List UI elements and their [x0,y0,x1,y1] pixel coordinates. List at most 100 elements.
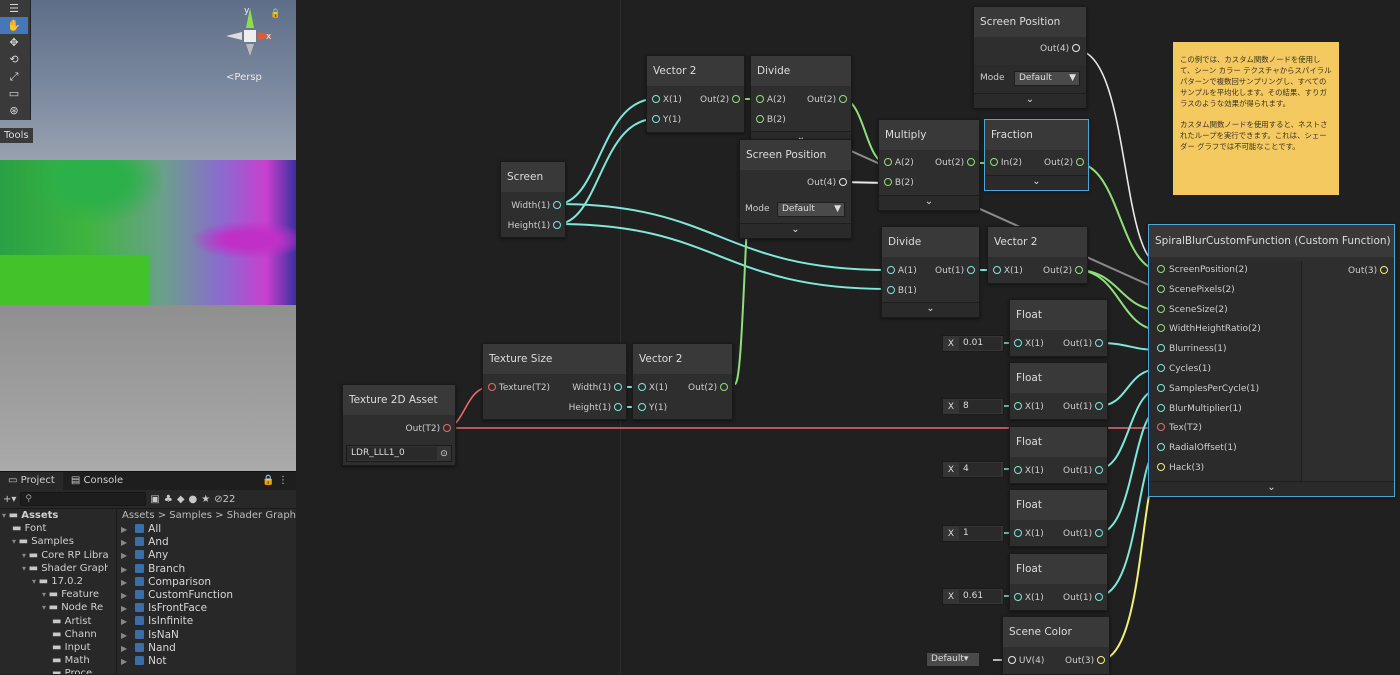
node-fraction[interactable]: Fraction In(2) Out(2) ⌄ [984,119,1089,191]
tree-item[interactable]: ▬ Math [0,654,108,667]
expand-triangle-icon[interactable]: ▾ [12,537,19,547]
port-a[interactable]: A(2) [756,95,786,105]
tab-console[interactable]: ▤ Console [70,475,124,486]
port-out[interactable]: Out(3) [1348,266,1388,276]
tree-item[interactable]: ▬ Input [0,641,108,654]
expand-triangle-icon[interactable]: ▶ [121,656,128,666]
node-multiply[interactable]: Multiply A(2) B(2) Out(2) ⌄ [878,119,980,211]
expand-triangle-icon[interactable]: ▾ [32,576,39,586]
expand-triangle-icon[interactable]: ▶ [121,538,128,548]
file-item[interactable]: ▶ Not [117,655,297,668]
port-input[interactable]: Cycles(1) [1157,364,1211,374]
port-y[interactable]: Y(1) [638,403,667,413]
scale-tool-icon[interactable]: ⤢ [9,69,19,83]
tree-item[interactable]: ▾ ▬ 17.0.2 [0,575,108,588]
search-input[interactable]: ⚲ [20,492,147,506]
port-dot-icon[interactable] [1157,383,1165,392]
file-item[interactable]: ▶ IsFrontFace [117,602,297,615]
shader-graph-canvas[interactable]: Screen Position Out(4) Mode Default ▼ ⌄ … [302,0,1400,675]
node-divide-b[interactable]: Divide A(1) B(1) Out(1) ⌄ [881,226,980,318]
transform-tool-icon[interactable]: ⊛ [9,104,19,117]
port-input[interactable]: Blurriness(1) [1157,344,1227,354]
port-dot-icon[interactable] [1072,44,1080,52]
tree-item[interactable]: ▬ Font [0,522,108,535]
rect-tool-icon[interactable]: ▭ [8,87,20,100]
port-out[interactable]: Out(1) [1063,529,1103,539]
port-dot-icon[interactable] [1157,463,1165,471]
file-item[interactable]: ▶ Branch [117,563,297,576]
tree-item[interactable]: ▾ ▬ Feature [0,588,108,601]
node-texture2d-asset[interactable]: Texture 2D Asset Out(T2) LDR_LLL1_0 ⊙ [342,384,456,466]
port-in[interactable]: In(2) [990,158,1022,168]
lock-icon[interactable]: 🔒 ⋮ [262,475,288,486]
port-dot-icon[interactable] [1157,423,1165,432]
node-float-2[interactable]: Float X(1) Out(1) [1009,362,1108,420]
port-input[interactable]: Hack(3) [1157,463,1204,473]
file-item[interactable]: ▶ Comparison [117,576,297,589]
file-item[interactable]: ▶ Nand [117,642,297,655]
filter-icon[interactable]: ▣ [150,493,160,505]
node-float-1[interactable]: Float X(1) Out(1) [1009,299,1108,357]
port-out[interactable]: Out(2) [1044,158,1084,168]
expand-triangle-icon[interactable]: ▶ [121,577,128,587]
port-in[interactable]: X(1) [1014,402,1044,412]
node-vector2-c[interactable]: Vector 2 X(1) Y(1) Out(2) [632,343,733,420]
tree-item[interactable]: ▾ ▬ Core RP Libra [0,549,108,562]
port-b[interactable]: B(1) [887,286,917,296]
expand-triangle-icon[interactable]: ▾ [42,590,49,600]
port-in[interactable]: X(1) [1014,593,1044,603]
port-x[interactable]: X(1) [993,266,1023,276]
port-input[interactable]: SceneSize(2) [1157,304,1228,315]
port-out[interactable]: Out(1) [1063,402,1103,412]
port-out[interactable]: Out(1) [1063,593,1103,603]
tree-item[interactable]: ▬ Artist [0,615,108,628]
sticky-note[interactable]: この例では、カスタム関数ノードを使用して、シーン カラー テクスチャからスパイラ… [1173,42,1339,195]
expand-triangle-icon[interactable]: ▶ [121,604,128,614]
port-a[interactable]: A(2) [884,158,914,168]
add-icon[interactable]: +▾ [3,493,17,505]
expand-triangle-icon[interactable]: ▾ [2,511,9,520]
expand-triangle-icon[interactable]: ▶ [121,564,128,574]
port-out[interactable]: Out(1) [1063,466,1103,476]
tree-item[interactable]: ▾ ▬ Shader Graph [0,562,108,575]
float-5-value-field[interactable]: X 0.61 [942,588,1004,605]
port-in[interactable]: X(1) [1014,466,1044,476]
port-out[interactable]: Out(2) [700,95,740,105]
tool-menu-icon[interactable]: ☰ [9,2,19,15]
port-out[interactable]: Out(2) [688,383,728,393]
node-scene-color[interactable]: Scene Color UV(4) Out(3) [1002,616,1110,675]
port-input[interactable]: ScenePixels(2) [1157,284,1235,295]
folder-tree[interactable]: ▾ ▬ Assets ▬ Font ▾ ▬ Samples ▾ ▬ Core RP … [0,509,108,674]
expand-triangle-icon[interactable]: ▶ [121,590,128,600]
port-dot-icon[interactable] [1157,403,1165,412]
port-x[interactable]: X(1) [638,383,668,393]
node-vector2-b[interactable]: Vector 2 X(1) Out(2) [987,226,1088,284]
node-vector2-a[interactable]: Vector 2 X(1) Y(1) Out(2) [646,55,745,133]
port-input[interactable]: ScreenPosition(2) [1157,265,1248,275]
port-out[interactable]: Out(1) [935,266,975,276]
file-item[interactable]: ▶ Any [117,549,297,562]
collapse-chevron-icon[interactable]: ⌄ [882,302,979,317]
port-input[interactable]: Tex(T2) [1157,423,1202,433]
file-item[interactable]: ▶ IsNaN [117,629,297,642]
port-out[interactable]: Out(4) [1040,44,1080,54]
node-float-3[interactable]: Float X(1) Out(1) [1009,426,1108,484]
tree-item[interactable]: ▬ Chann [0,628,108,641]
expand-triangle-icon[interactable]: ▶ [121,617,128,627]
node-screen-position-top[interactable]: Screen Position Out(4) Mode Default ▼ ⌄ [973,6,1087,108]
file-item[interactable]: ▶ IsInfinite [117,615,297,628]
scene-view[interactable]: ☰ ✋ ✥ ⟲ ⤢ ▭ ⊛ Tools x y 🔒 <Persp [0,0,296,471]
port-out[interactable]: Out(2) [1043,266,1083,276]
orientation-gizmo-icon[interactable]: x y 🔒 [222,4,278,70]
node-screen[interactable]: Screen Width(1) Height(1) [500,161,566,238]
expand-triangle-icon[interactable]: ▶ [121,630,128,640]
collapse-chevron-icon[interactable]: ⌄ [974,93,1086,108]
port-b[interactable]: B(2) [756,115,786,125]
port-x[interactable]: X(1) [652,95,682,105]
port-out[interactable]: Out(2) [807,95,847,105]
port-input[interactable]: BlurMultiplier(1) [1157,403,1242,414]
rotate-tool-icon[interactable]: ⟲ [9,53,19,66]
file-item[interactable]: ▶ CustomFunction [117,589,297,602]
tab-project[interactable]: ▭ Project [0,472,63,490]
